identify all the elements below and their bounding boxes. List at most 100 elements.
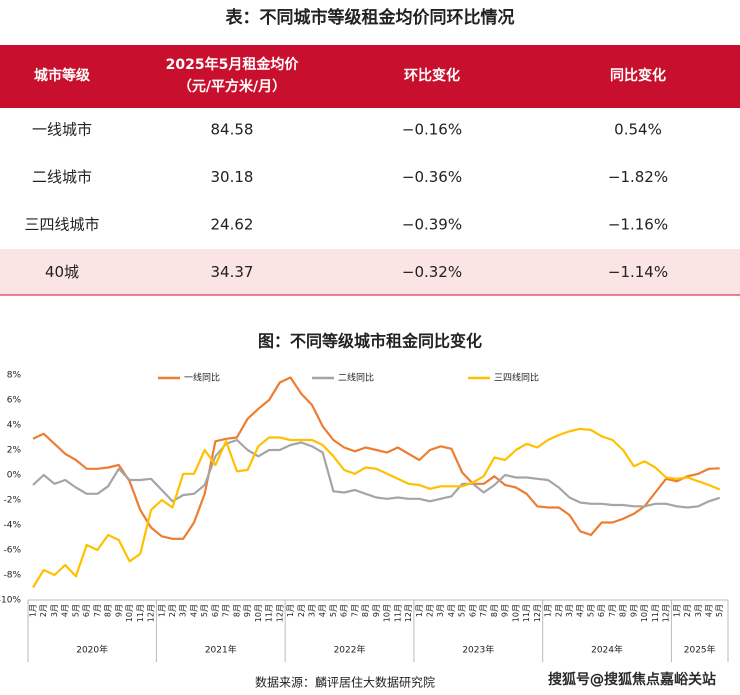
table-title: 表：不同城市等级租金均价同环比情况 — [226, 7, 515, 28]
x-tick-label: 4月 — [576, 604, 585, 617]
table-header-cell: 同比变化 — [610, 67, 666, 84]
x-tick-label: 4月 — [318, 604, 327, 617]
y-tick-label: -2% — [3, 496, 21, 506]
x-tick-label: 4月 — [447, 604, 456, 617]
y-tick-label: -10% — [0, 596, 21, 606]
table-header-bg — [0, 45, 740, 108]
x-tick-label: 5月 — [715, 604, 724, 617]
x-tick-label: 12月 — [147, 604, 156, 622]
x-tick-label: 4月 — [189, 604, 198, 617]
x-tick-label: 3月 — [565, 604, 574, 617]
table-cell: −1.14% — [608, 263, 668, 281]
table-cell: 一线城市 — [32, 121, 92, 139]
x-tick-label: 1月 — [672, 604, 681, 617]
table-cell: 84.58 — [211, 121, 254, 139]
table-cell: 34.37 — [211, 263, 254, 281]
x-tick-label: 6月 — [340, 604, 349, 617]
x-tick-label: 8月 — [104, 604, 113, 617]
table-cell: 30.18 — [211, 168, 254, 186]
x-tick-label: 1月 — [415, 604, 424, 617]
source-note: 数据来源：麟评居住大数据研究院 — [255, 675, 435, 690]
x-tick-label: 1月 — [286, 604, 295, 617]
x-tick-label: 8月 — [619, 604, 628, 617]
x-tick-label: 5月 — [200, 604, 209, 617]
x-tick-label: 7月 — [479, 604, 488, 617]
y-tick-label: -8% — [3, 571, 21, 581]
table-cell: −1.82% — [608, 168, 668, 186]
y-tick-label: -6% — [3, 546, 21, 556]
x-tick-label: 8月 — [490, 604, 499, 617]
y-tick-label: 6% — [7, 396, 22, 406]
table-cell: 0.54% — [614, 121, 662, 139]
x-tick-label: 9月 — [372, 604, 381, 617]
x-tick-label: 1月 — [544, 604, 553, 617]
watermark: 搜狐号@搜狐焦点嘉峪关站 — [548, 672, 716, 688]
x-tick-label: 10月 — [511, 604, 520, 622]
x-tick-label: 2月 — [168, 604, 177, 617]
legend-label: 二线同比 — [338, 372, 374, 384]
x-tick-label: 9月 — [629, 604, 638, 617]
table-cell: −0.16% — [402, 121, 462, 139]
x-tick-label: 6月 — [82, 604, 91, 617]
x-tick-label: 10月 — [383, 604, 392, 622]
x-tick-label: 12月 — [533, 604, 542, 622]
x-tick-label: 5月 — [71, 604, 80, 617]
table-cell: 40城 — [45, 263, 79, 281]
x-tick-label: 2月 — [39, 604, 48, 617]
x-tick-label: 7月 — [608, 604, 617, 617]
x-tick-label: 3月 — [436, 604, 445, 617]
table-header-cell: 城市等级 — [34, 67, 91, 84]
x-tick-label: 5月 — [329, 604, 338, 617]
x-tick-label: 2月 — [683, 604, 692, 617]
series-line — [32, 427, 721, 589]
x-tick-label: 2月 — [554, 604, 563, 617]
x-tick-label: 12月 — [662, 604, 671, 622]
x-tick-label: 6月 — [468, 604, 477, 617]
x-tick-label: 1月 — [29, 604, 38, 617]
x-group-label: 2025年 — [684, 644, 716, 656]
x-tick-label: 8月 — [361, 604, 370, 617]
series-line — [32, 438, 721, 509]
x-tick-label: 4月 — [61, 604, 70, 617]
x-group-label: 2023年 — [462, 644, 494, 656]
x-tick-label: 11月 — [522, 604, 531, 622]
x-tick-label: 7月 — [222, 604, 231, 617]
x-tick-label: 3月 — [307, 604, 316, 617]
x-tick-label: 8月 — [232, 604, 241, 617]
x-tick-label: 2月 — [297, 604, 306, 617]
series-line — [32, 376, 720, 540]
table-header-cell: 2025年5月租金均价 — [166, 56, 300, 73]
table-cell: −1.16% — [608, 216, 668, 234]
table-cell: 二线城市 — [32, 168, 92, 186]
x-tick-label: 11月 — [651, 604, 660, 622]
x-tick-label: 10月 — [640, 604, 649, 622]
table-cell: 24.62 — [211, 216, 254, 234]
x-tick-label: 9月 — [114, 604, 123, 617]
table-header-cell: （元/平方米/月） — [178, 78, 286, 95]
table-header-cell: 环比变化 — [404, 67, 460, 84]
y-tick-label: 0% — [7, 471, 22, 481]
x-tick-label: 5月 — [458, 604, 467, 617]
x-tick-label: 3月 — [179, 604, 188, 617]
table-cell: −0.36% — [402, 168, 462, 186]
x-tick-label: 9月 — [243, 604, 252, 617]
x-tick-label: 11月 — [265, 604, 274, 622]
x-tick-label: 3月 — [694, 604, 703, 617]
x-tick-label: 2月 — [426, 604, 435, 617]
x-tick-label: 11月 — [136, 604, 145, 622]
x-tick-label: 1月 — [157, 604, 166, 617]
x-tick-label: 10月 — [125, 604, 134, 622]
x-tick-label: 10月 — [254, 604, 263, 622]
legend-label: 一线同比 — [184, 372, 220, 384]
x-tick-label: 6月 — [211, 604, 220, 617]
x-tick-label: 4月 — [704, 604, 713, 617]
x-tick-label: 7月 — [350, 604, 359, 617]
chart-title: 图：不同等级城市租金同比变化 — [258, 332, 482, 351]
table-cell: −0.39% — [402, 216, 462, 234]
x-tick-label: 7月 — [93, 604, 102, 617]
highlight-row-bg — [0, 249, 740, 295]
x-tick-label: 3月 — [50, 604, 59, 617]
table-cell: 三四线城市 — [24, 216, 99, 234]
table-cell: −0.32% — [402, 263, 462, 281]
